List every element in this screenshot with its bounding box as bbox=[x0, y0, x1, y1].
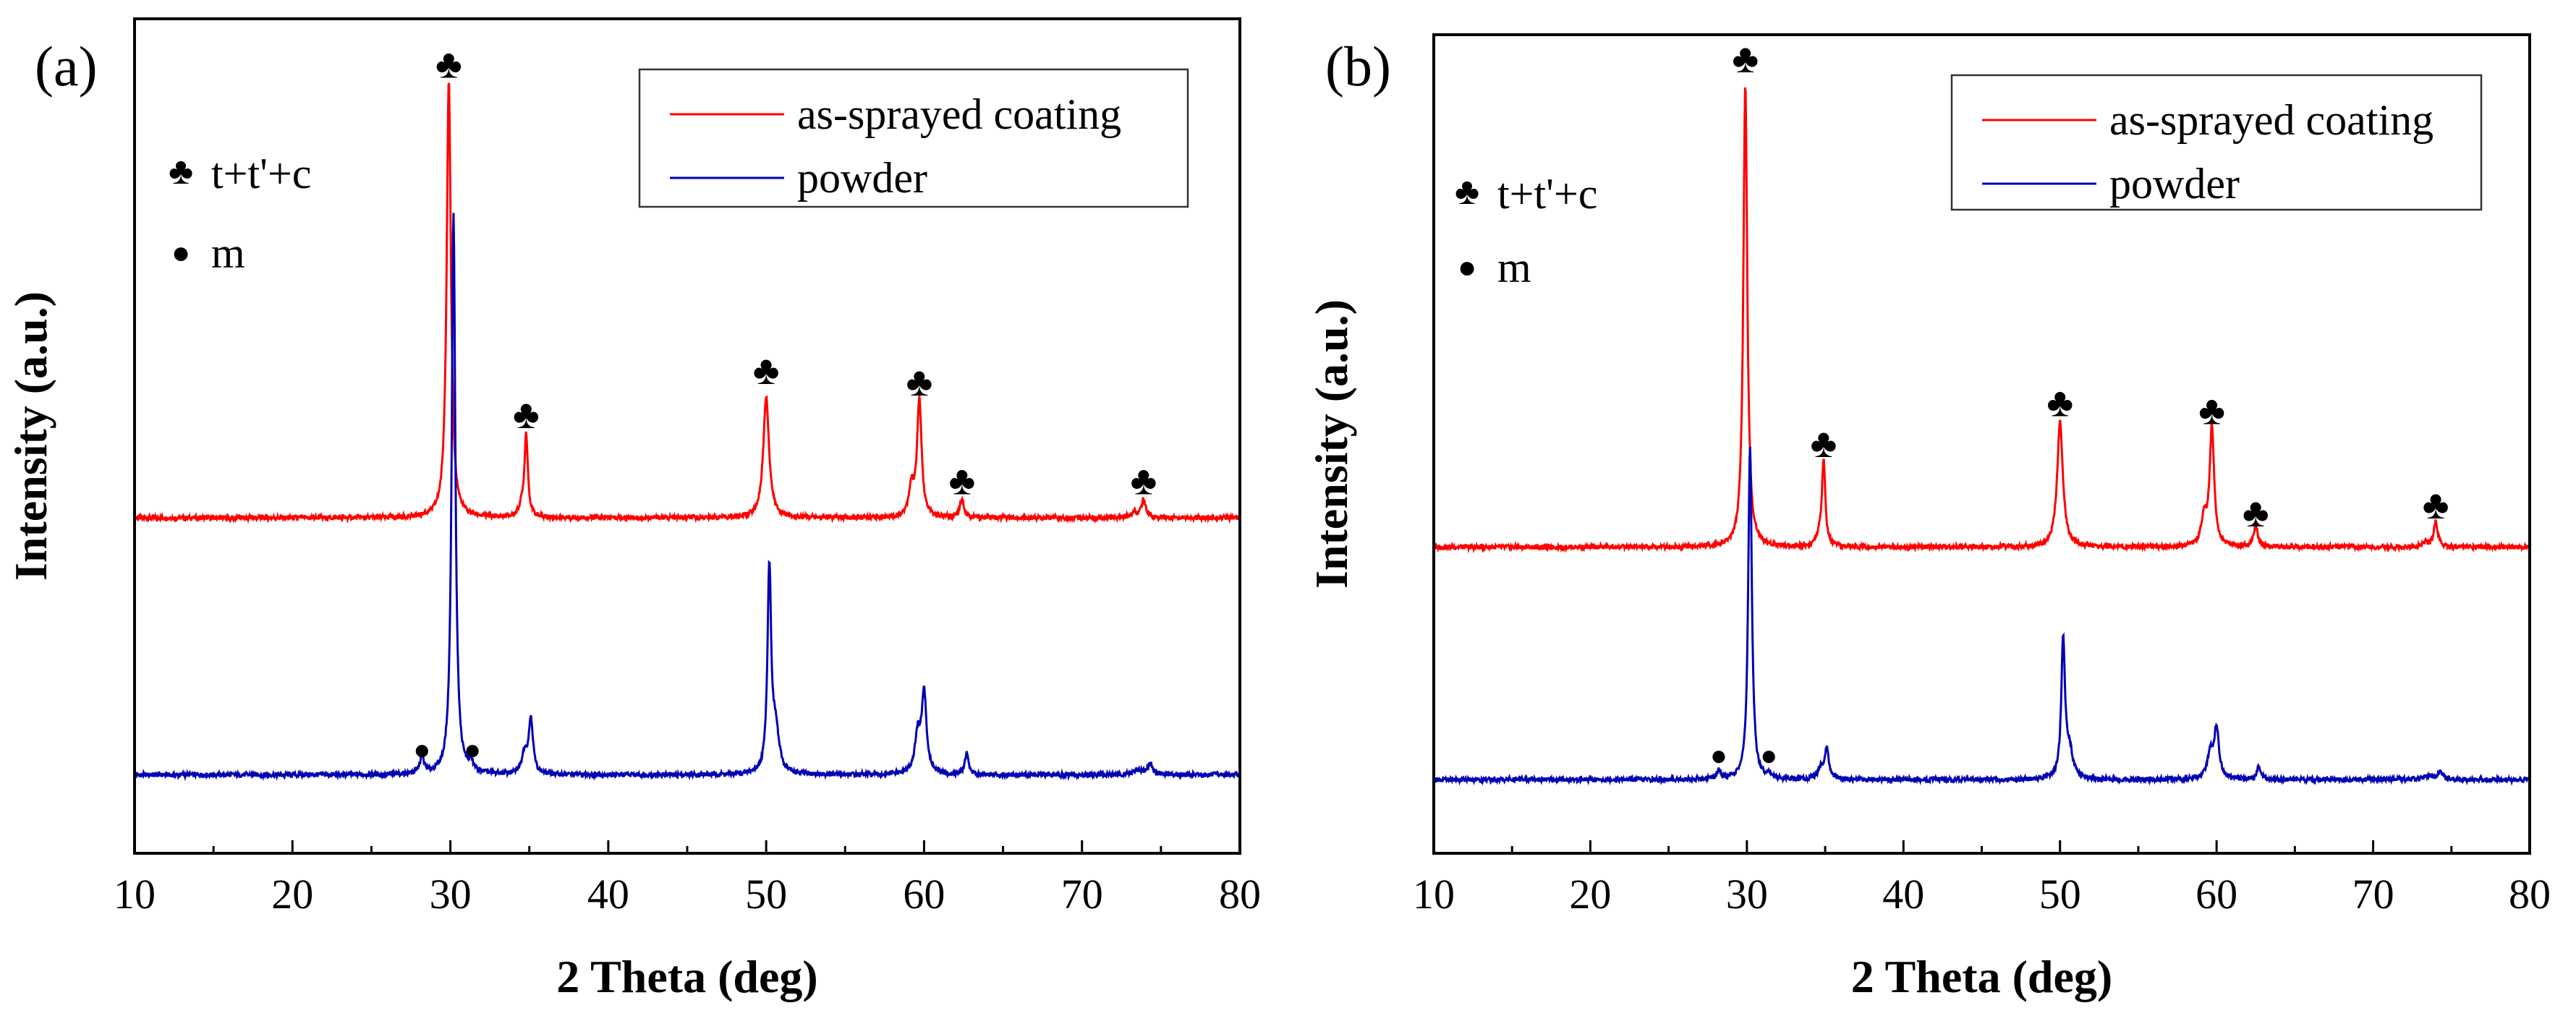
phase-label-tetragonal-cubic: t+t'+c bbox=[1497, 170, 1597, 218]
peak-marker-club: ♣ bbox=[1732, 37, 1759, 82]
chart-panel-a: 10 20 30 40 50 60 70 80 2 Theta (deg) Intensity (… bbox=[5, 17, 1261, 1002]
series-line-coating bbox=[133, 82, 1241, 524]
peak-marker-club: ♣ bbox=[948, 458, 975, 503]
legend-box bbox=[638, 68, 1189, 208]
phase-symbol-club: ♣ bbox=[1455, 171, 1479, 213]
legend-label-powder: powder bbox=[2109, 160, 2240, 208]
x-tick-label: 50 bbox=[2039, 871, 2081, 918]
panel-label: (b) bbox=[1325, 35, 1391, 98]
peak-marker-club: ♣ bbox=[1811, 422, 1837, 466]
phase-label-monoclinic: m bbox=[1497, 244, 1531, 291]
peak-marker-club: ♣ bbox=[2243, 491, 2269, 536]
series-line-powder bbox=[1432, 446, 2531, 786]
x-axis-title: 2 Theta (deg) bbox=[556, 951, 817, 1002]
peak-marker-club: ♣ bbox=[753, 349, 780, 393]
panel-label: (a) bbox=[35, 35, 98, 98]
legend-label-coating: as-sprayed coating bbox=[797, 90, 1121, 138]
peak-marker-club: ♣ bbox=[1130, 458, 1157, 503]
chart-panel-b: 10 20 30 40 50 60 70 80 2 Theta (deg) Intensity (… bbox=[1306, 33, 2551, 1002]
x-tick-label: 70 bbox=[1061, 871, 1103, 918]
series-line-powder bbox=[133, 213, 1241, 782]
peak-marker-club: ♣ bbox=[2046, 380, 2073, 425]
x-tick-label: 10 bbox=[114, 871, 156, 918]
peak-marker-club: ♣ bbox=[2198, 389, 2225, 434]
x-tick-label: 40 bbox=[1882, 871, 1924, 918]
peak-marker-dot: ● bbox=[464, 733, 481, 766]
x-tick-label: 80 bbox=[1219, 871, 1261, 918]
peak-marker-club: ♣ bbox=[906, 360, 933, 405]
x-tick-label: 30 bbox=[1726, 871, 1768, 918]
legend-label-coating: as-sprayed coating bbox=[2109, 96, 2433, 144]
y-axis-title: Intensity (a.u.) bbox=[1306, 299, 1357, 589]
x-tick-label: 50 bbox=[745, 871, 787, 918]
phase-label-monoclinic: m bbox=[211, 229, 245, 277]
x-tick-label: 80 bbox=[2509, 871, 2551, 918]
peak-marker-dot: ● bbox=[1710, 739, 1727, 772]
x-axis-title: 2 Theta (deg) bbox=[1851, 951, 2112, 1002]
x-tick-label: 10 bbox=[1413, 871, 1455, 918]
peak-marker-club: ♣ bbox=[513, 393, 540, 437]
phase-symbol-dot: ● bbox=[1458, 249, 1477, 285]
peak-marker-dot: ● bbox=[413, 733, 430, 766]
peak-marker-club: ♣ bbox=[2423, 483, 2449, 528]
x-tick-label: 70 bbox=[2352, 871, 2394, 918]
legend-box bbox=[1950, 74, 2483, 211]
x-tick-label: 20 bbox=[1569, 871, 1611, 918]
peak-marker-club: ♣ bbox=[435, 42, 462, 87]
x-tick-label: 30 bbox=[430, 871, 472, 918]
phase-symbol-dot: ● bbox=[171, 235, 191, 270]
legend-label-powder: powder bbox=[797, 154, 927, 202]
y-axis-title: Intensity (a.u.) bbox=[5, 291, 56, 581]
x-tick-label: 20 bbox=[271, 871, 313, 918]
x-tick-label: 60 bbox=[2195, 871, 2237, 918]
peak-marker-dot: ● bbox=[1760, 739, 1777, 772]
series-line-coating bbox=[1432, 87, 2531, 554]
x-tick-label: 60 bbox=[903, 871, 945, 918]
phase-label-tetragonal-cubic: t+t'+c bbox=[211, 150, 311, 197]
phase-symbol-club: ♣ bbox=[169, 151, 193, 192]
x-tick-label: 40 bbox=[587, 871, 629, 918]
